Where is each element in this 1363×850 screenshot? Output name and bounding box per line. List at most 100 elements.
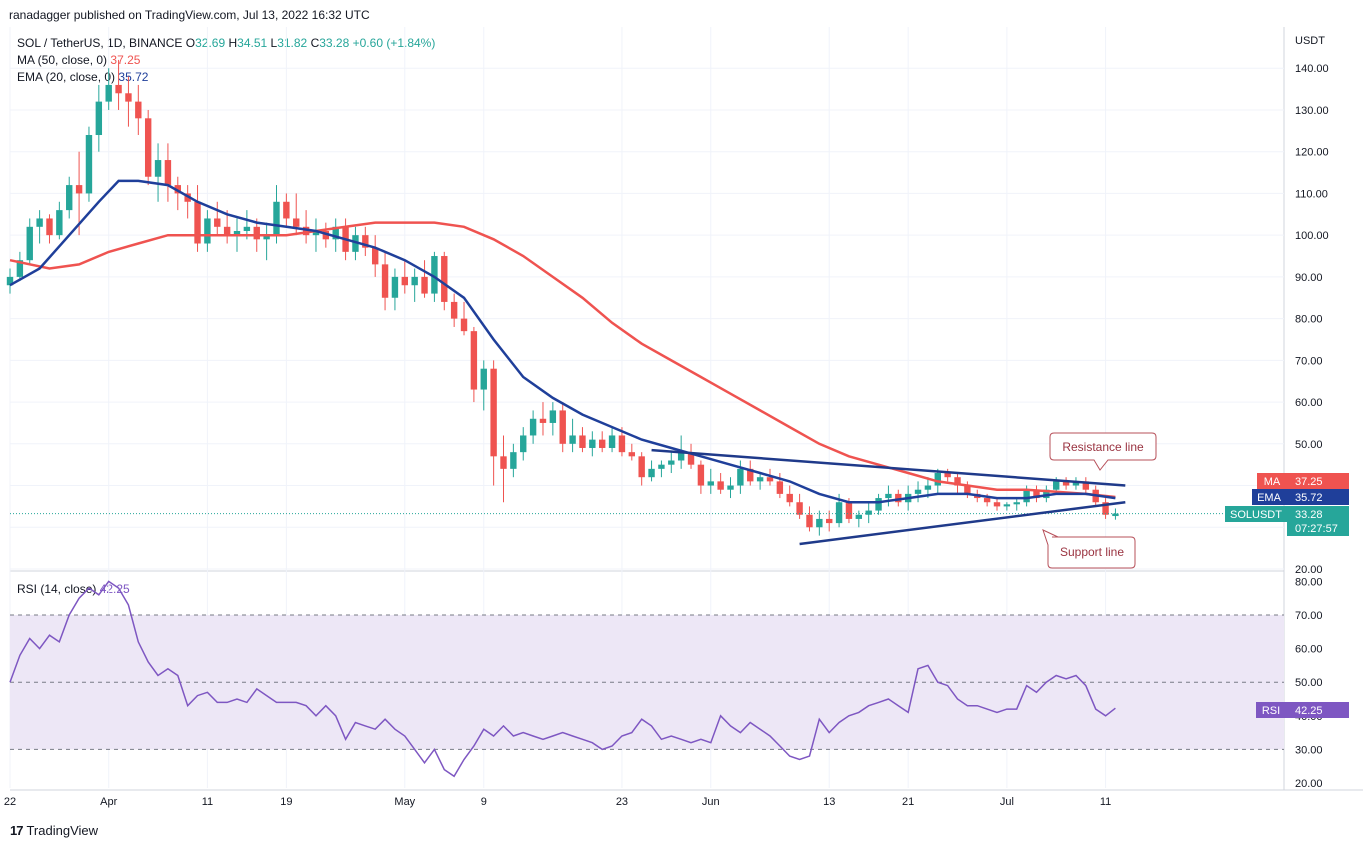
candle-body xyxy=(964,485,971,494)
high-label: H xyxy=(228,36,238,50)
symbol-badge-value: 33.28 xyxy=(1295,509,1323,521)
candle-body xyxy=(46,218,53,236)
candle-body xyxy=(559,410,566,444)
candle-body xyxy=(105,84,112,102)
symbol-label[interactable]: SOL / TetherUS, 1D, BINANCE xyxy=(17,36,183,50)
candle xyxy=(1112,508,1119,520)
candle-body xyxy=(223,226,231,236)
rsi-band xyxy=(10,615,1284,750)
candle-body xyxy=(668,460,675,465)
candle xyxy=(1013,498,1020,511)
candle xyxy=(1082,477,1090,494)
candle xyxy=(411,268,418,302)
candle xyxy=(1003,502,1011,511)
candle-body xyxy=(510,452,517,469)
candle-body xyxy=(6,276,14,286)
candle xyxy=(806,506,813,532)
candle-body xyxy=(253,226,260,240)
candle xyxy=(520,427,527,461)
candle xyxy=(776,473,784,499)
resistance-label: Resistance line xyxy=(1062,440,1144,454)
candle xyxy=(1062,477,1070,490)
candle-body xyxy=(381,264,389,298)
rsi-tick-label: 80.00 xyxy=(1295,576,1323,588)
candle xyxy=(648,460,655,482)
candle-body xyxy=(26,226,33,261)
candle-body xyxy=(579,435,586,448)
candle-body xyxy=(806,514,813,528)
trendlines-layer xyxy=(651,448,1126,546)
candle xyxy=(1072,477,1080,490)
candle-body xyxy=(470,331,478,390)
candle-body xyxy=(638,456,645,478)
price-tick-label: 100.00 xyxy=(1295,230,1329,242)
candle xyxy=(816,510,823,536)
candle xyxy=(36,210,43,244)
candle xyxy=(707,468,714,494)
candle xyxy=(510,443,517,478)
candle-body xyxy=(1003,504,1011,507)
ema-label[interactable]: EMA (20, close, 0) xyxy=(17,70,116,84)
attribution-text: ranadagger published on TradingView.com,… xyxy=(9,8,370,22)
support-callout xyxy=(1042,529,1136,569)
candle-body xyxy=(1023,489,1030,503)
time-tick-label: Apr xyxy=(100,796,117,808)
candle xyxy=(529,410,537,444)
candle-body xyxy=(144,118,152,177)
candle-body xyxy=(549,410,557,423)
candle xyxy=(391,268,399,311)
ma-row: MA (50, close, 0) 37.25 xyxy=(17,52,435,69)
candle xyxy=(144,109,152,186)
low-value: 31.82 xyxy=(277,36,308,50)
tradingview-logo[interactable]: 17 TradingView xyxy=(10,823,98,838)
rsi-badge-name: RSI xyxy=(1262,705,1280,717)
candle xyxy=(855,510,863,528)
callouts-layer: Resistance line Support line xyxy=(1042,432,1157,569)
rsi-label[interactable]: RSI (14, close) xyxy=(17,582,97,596)
ma-badge-value: 37.25 xyxy=(1295,476,1323,488)
candle xyxy=(26,218,33,265)
candle-body xyxy=(283,201,290,219)
candle xyxy=(154,143,162,202)
ma-value: 37.25 xyxy=(110,53,141,67)
candle-body xyxy=(766,477,774,482)
time-tick-label: 21 xyxy=(902,796,914,808)
ma-badge: MA 37.25 xyxy=(1257,473,1349,489)
ma-label[interactable]: MA (50, close, 0) xyxy=(17,53,108,67)
candle-body xyxy=(490,368,497,457)
candle xyxy=(470,326,478,403)
price-tick-label: 110.00 xyxy=(1295,188,1328,200)
candle-body xyxy=(312,230,320,236)
candle-body xyxy=(786,493,793,503)
candle-body xyxy=(717,481,724,490)
candle xyxy=(993,498,1001,511)
tradingview-logo-text: TradingView xyxy=(26,823,99,838)
candle-body xyxy=(677,452,685,461)
candle xyxy=(352,226,359,261)
candle xyxy=(1102,498,1109,519)
ema-badge-name: EMA xyxy=(1257,492,1282,504)
candle-body xyxy=(924,485,932,490)
candle xyxy=(263,222,270,261)
candle xyxy=(569,418,576,453)
candle-body xyxy=(450,301,458,319)
candle-body xyxy=(441,256,448,302)
chart-legend: SOL / TetherUS, 1D, BINANCE O32.69 H34.5… xyxy=(17,35,435,86)
candle xyxy=(302,210,310,244)
time-tick-label: 13 xyxy=(823,796,835,808)
candle xyxy=(668,452,675,474)
candle-body xyxy=(826,518,833,524)
candle-body xyxy=(36,218,43,227)
candle xyxy=(273,185,280,244)
candle-body xyxy=(401,276,408,286)
price-tick-label: 50.00 xyxy=(1295,439,1323,451)
candle xyxy=(608,427,616,453)
resistance-callout xyxy=(1049,432,1157,471)
candle xyxy=(401,260,408,294)
price-tick-label: 70.00 xyxy=(1295,355,1323,367)
symbol-row: SOL / TetherUS, 1D, BINANCE O32.69 H34.5… xyxy=(17,35,435,52)
time-axis[interactable]: 22 Apr 11 19 May 9 23 Jun 13 21 Jul 11 xyxy=(4,796,1111,808)
candle-body xyxy=(865,510,872,515)
